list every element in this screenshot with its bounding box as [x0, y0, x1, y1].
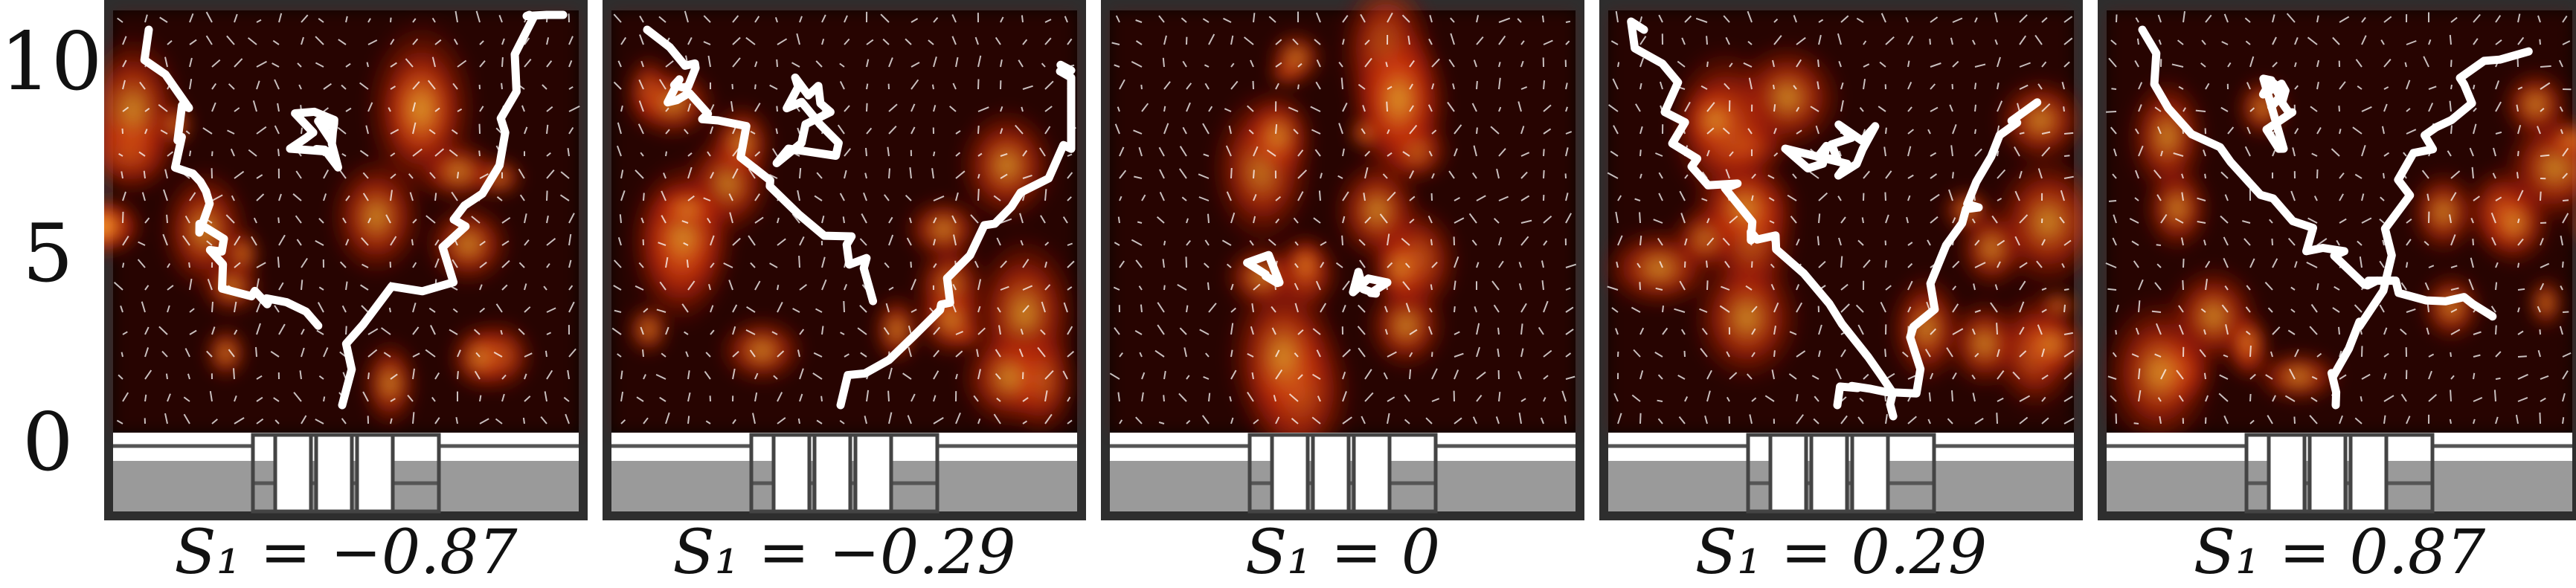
nozzle-channel — [316, 435, 352, 511]
nozzle-channel — [1811, 435, 1847, 511]
nozzle-channel — [1313, 435, 1349, 511]
flow-field-image — [104, 0, 588, 520]
nozzle-channel — [855, 435, 891, 511]
nozzle-channel — [2269, 435, 2304, 511]
nozzle-channel — [275, 435, 311, 511]
panel-4 — [1599, 0, 2083, 520]
panel-5 — [2098, 0, 2576, 520]
panel-label: S₁ = 0.29 — [1599, 520, 2083, 586]
y-tick-0: 0 — [22, 403, 115, 483]
panel-label: S₁ = 0.87 — [2098, 520, 2576, 586]
nozzle-channel — [774, 435, 809, 511]
flow-field-image — [1101, 0, 1584, 520]
panel-1 — [104, 0, 588, 520]
panel-3 — [1101, 0, 1584, 520]
panel-label: S₁ = −0.29 — [603, 520, 1086, 586]
flow-field-image — [2098, 0, 2576, 520]
panel-label: S₁ = 0 — [1101, 520, 1584, 586]
nozzle-channel — [1354, 435, 1390, 511]
flow-field-image — [603, 0, 1086, 520]
nozzle-channel — [357, 435, 393, 511]
nozzle-channel — [2310, 435, 2345, 511]
panel-label: S₁ = −0.87 — [104, 520, 588, 586]
nozzle-channel — [2351, 435, 2386, 511]
nozzle-channel — [815, 435, 850, 511]
nozzle-channel — [1272, 435, 1308, 511]
nozzle-channel — [1770, 435, 1806, 511]
nozzle-channel — [1852, 435, 1888, 511]
flow-field-image — [1599, 0, 2083, 520]
y-tick-10: 10 — [0, 22, 93, 103]
panel-2 — [603, 0, 1086, 520]
y-tick-5: 5 — [22, 214, 115, 294]
